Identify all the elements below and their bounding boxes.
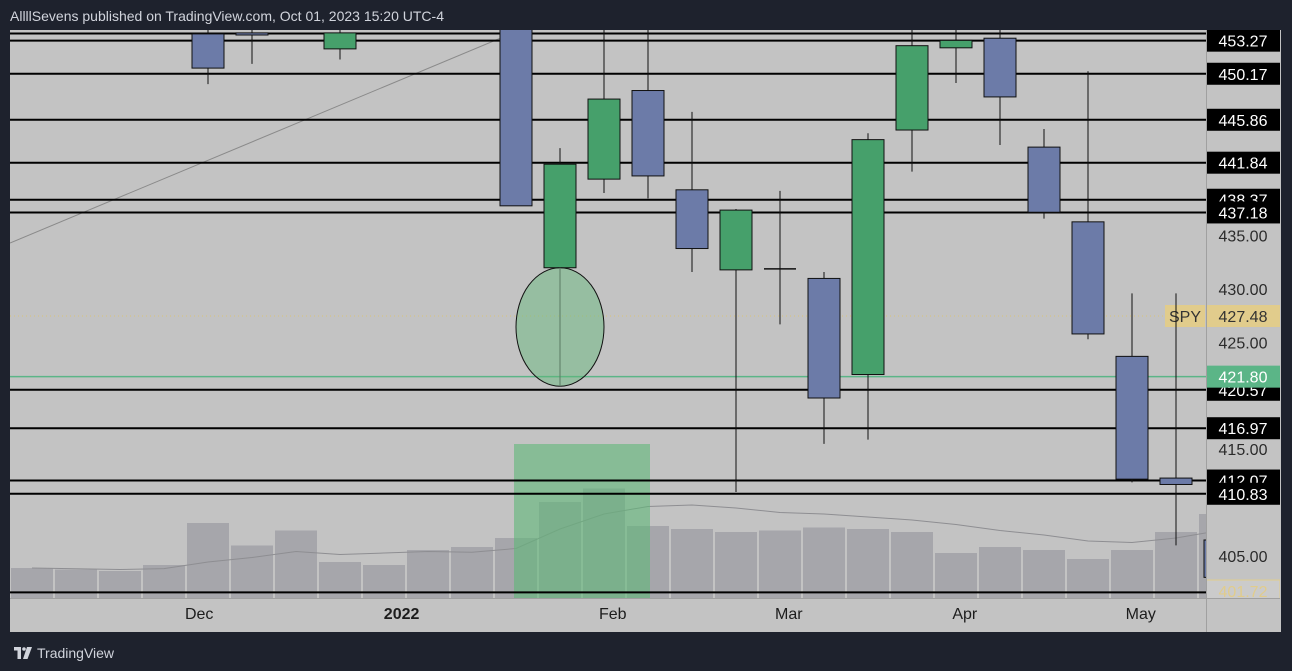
candle-body — [675, 189, 709, 250]
trend-layer — [10, 30, 521, 244]
candle-body — [895, 45, 929, 131]
support-level-label-box — [1206, 365, 1280, 388]
level-label: 450.17 — [1219, 67, 1268, 84]
current-price-label: 427.48 — [1219, 309, 1268, 326]
candle-body — [1159, 477, 1193, 485]
candle-body — [191, 33, 225, 69]
candle-body — [1071, 221, 1105, 335]
candle-body — [983, 37, 1017, 98]
tradingview-logo-icon — [14, 647, 32, 659]
candle-body — [1115, 355, 1149, 480]
symbol-label: SPY — [1169, 309, 1201, 326]
publisher-info: AllllSevens published on TradingView.com… — [10, 8, 444, 24]
time-tick-label: 2022 — [384, 606, 420, 623]
volume-bar — [847, 529, 889, 598]
volume-bar — [451, 547, 493, 598]
candle-body — [1203, 539, 1206, 578]
level-label: 437.18 — [1219, 205, 1268, 222]
volume-bar — [671, 529, 713, 598]
candle-body — [807, 277, 841, 399]
volume-bar — [231, 545, 273, 598]
volume-bar — [407, 550, 449, 598]
candle-body — [499, 30, 533, 207]
candle-layer — [191, 30, 1206, 578]
symbol-label-box — [1165, 305, 1205, 328]
candle-body — [1027, 146, 1061, 213]
volume-bar — [1111, 550, 1153, 598]
candle-body — [587, 98, 621, 180]
volume-bar — [891, 532, 933, 598]
volume-bar — [759, 530, 801, 598]
level-label-box — [1206, 417, 1280, 440]
candle-body — [719, 209, 753, 271]
current-price-label-box — [1206, 305, 1280, 328]
publisher-header: AllllSevens published on TradingView.com… — [10, 0, 444, 30]
time-tick-label: Apr — [952, 606, 978, 623]
volume-bar — [1199, 514, 1206, 598]
volume-bar — [275, 530, 317, 598]
level-label-box — [1206, 62, 1280, 85]
price-axis[interactable]: 453.94453.27450.17445.86441.84438.37437.… — [1206, 23, 1280, 604]
price-tick-label: 435.00 — [1219, 229, 1268, 246]
time-axis[interactable]: NovDec2022FebMarAprMay — [0, 30, 1280, 632]
time-tick-label: Dec — [185, 606, 213, 623]
price-tick-label: 405.00 — [1219, 549, 1268, 566]
candle-body — [851, 139, 885, 376]
support-level-label: 421.80 — [1219, 370, 1268, 387]
candle-body — [543, 163, 577, 269]
volume-bar — [55, 569, 97, 598]
price-tick-label: 415.00 — [1219, 442, 1268, 459]
level-label: 445.86 — [1219, 113, 1268, 130]
price-tick-label: 430.00 — [1219, 282, 1268, 299]
level-label: 441.84 — [1219, 156, 1268, 173]
highlight-layer — [514, 444, 650, 598]
marker-layer — [515, 267, 605, 387]
level-label: 410.83 — [1219, 487, 1268, 504]
volume-bar — [11, 568, 53, 598]
level-layer: SPY — [10, 32, 1280, 594]
footer-brand: TradingView — [37, 645, 115, 661]
volume-bar — [1023, 550, 1065, 598]
candle-body — [235, 32, 269, 36]
volume-bar — [935, 553, 977, 598]
level-label: 416.97 — [1219, 421, 1268, 438]
price-tick-label: 425.00 — [1219, 335, 1268, 352]
secondary-price-label-box — [1206, 579, 1280, 598]
secondary-price-label: 401.72 — [1219, 584, 1268, 601]
level-label-box — [1206, 108, 1280, 131]
footer: TradingView — [14, 640, 114, 666]
time-tick-label: May — [1126, 606, 1156, 623]
level-label-box — [1206, 30, 1280, 52]
candle-body — [631, 90, 665, 177]
volume-bar — [715, 532, 757, 598]
candle-body — [939, 39, 973, 49]
candle-body — [323, 32, 357, 50]
volume-bar — [979, 547, 1021, 598]
trend-line[interactable] — [10, 30, 521, 244]
level-label-box — [1206, 151, 1280, 174]
volume-bar — [803, 527, 845, 598]
highlight-band — [514, 444, 650, 598]
time-tick-label: Mar — [775, 606, 803, 623]
volume-bar — [99, 571, 141, 598]
level-label: 453.27 — [1219, 34, 1268, 51]
level-label-box — [1206, 201, 1280, 224]
level-label-box — [1206, 482, 1280, 505]
time-tick-label: Feb — [599, 606, 627, 623]
